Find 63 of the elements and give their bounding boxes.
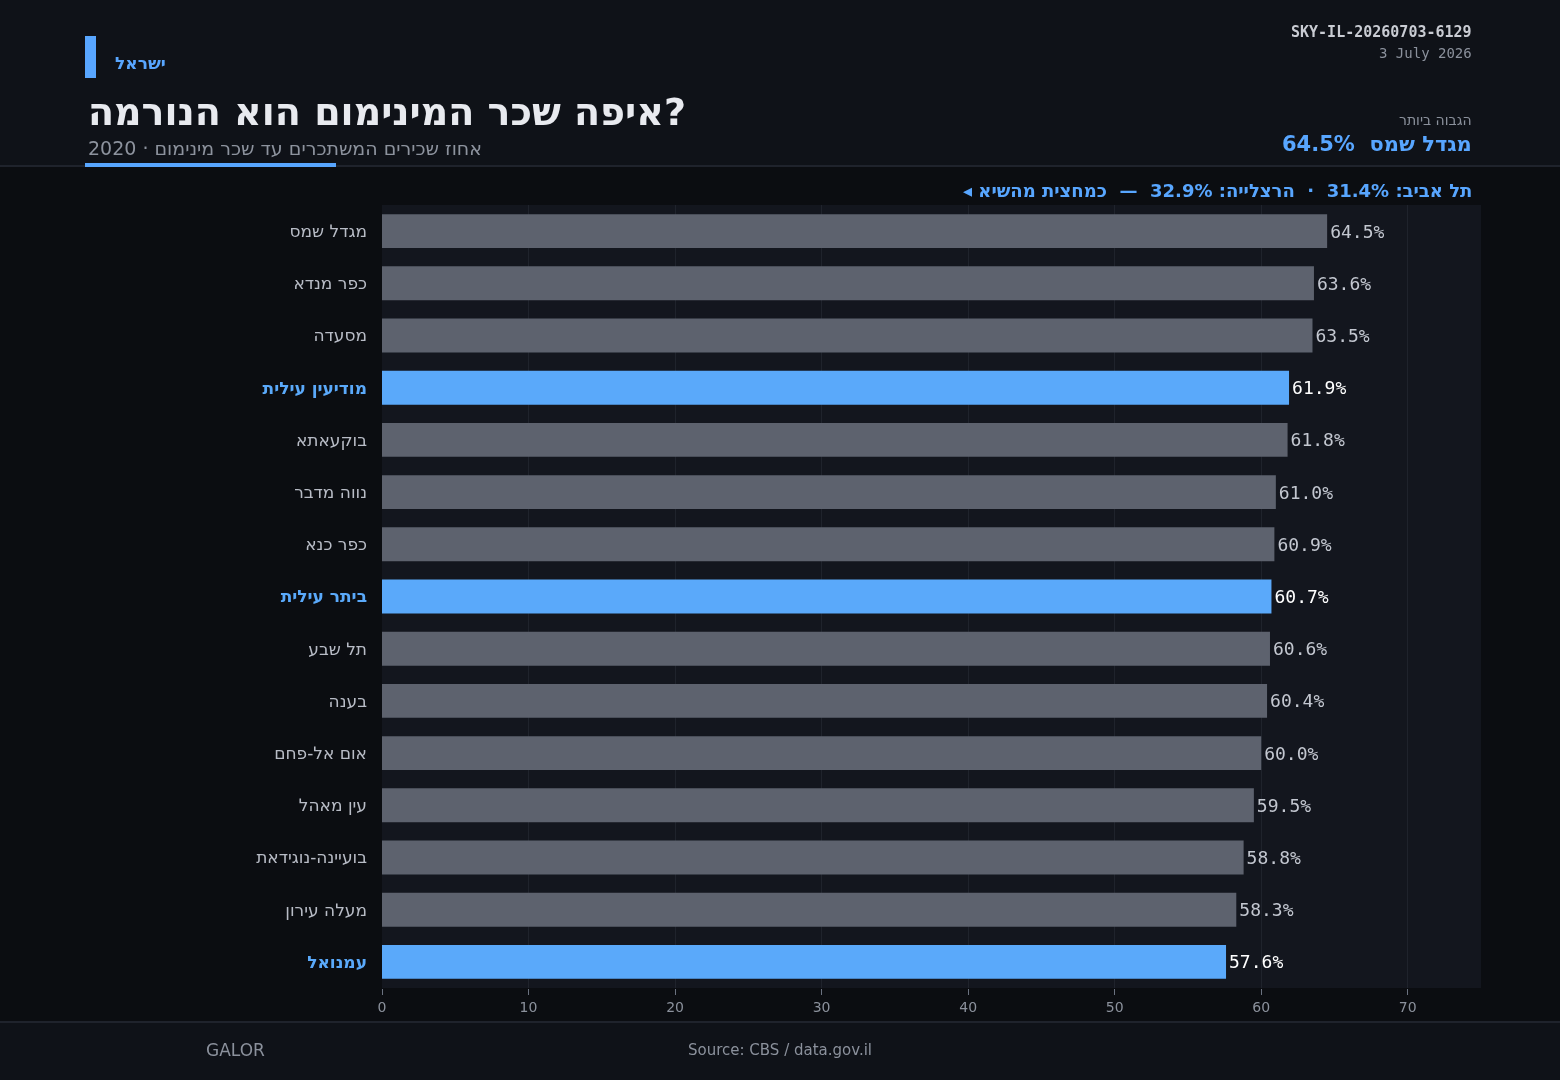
y-tick-label: עמנואל [307,951,367,972]
y-tick-label: מסעדה [313,325,367,346]
y-tick-label: בועיינה-נוגידאת [256,847,368,868]
bar [382,527,1275,562]
text: ישראל [115,53,166,73]
x-tick-label: 0 [377,998,387,1015]
text: SKY-IL-20260703-6129 [1291,23,1472,41]
bar [382,944,1227,979]
x-tick-label: 50 [1105,998,1124,1015]
x-tick-label: 60 [1252,998,1271,1015]
y-tick-label: מגדל שמס [289,221,367,242]
bar [382,683,1268,718]
bar [382,214,1328,249]
y-tick-label: מודיעין עילית [262,377,367,398]
data-label: 58.3% [1239,899,1294,921]
data-label: 57.6% [1229,951,1284,973]
data-label: 61.8% [1290,429,1345,451]
text: מגדל שמס 64.5% [1282,132,1472,156]
text: הגבוה ביותר [1399,112,1472,128]
bar [382,370,1290,405]
data-label: 58.8% [1246,847,1301,869]
y-tick-label: ביתר עילית [280,586,367,607]
bar [382,422,1288,457]
y-tick-label: כפר מנדא [293,273,367,294]
bar [382,318,1313,353]
y-tick-label: בענה [328,690,368,711]
data-label: 60.9% [1277,533,1332,555]
bar [382,840,1244,875]
text: ◂ תל אביב: 31.4% · הרצלייה: 32.9% — כמחצית מהשיא [963,180,1473,201]
x-tick-label: 20 [666,998,684,1015]
data-label: 63.5% [1315,325,1370,347]
source-note: Source: CBS / data.gov.il [688,1041,873,1059]
bar [382,266,1314,301]
bar [382,892,1237,927]
data-label: 60.6% [1272,638,1328,660]
data-label: 63.6% [1316,272,1372,294]
data-label: 64.5% [1330,220,1385,242]
bar [382,631,1270,666]
x-tick-label: 10 [519,998,538,1015]
x-tick-label: 40 [959,998,978,1015]
text: 3 July 2026 [1379,45,1472,61]
y-tick-label: בוקעאתא [295,429,368,450]
y-tick-label: אום אל-פחם [274,743,367,764]
bar [382,788,1254,823]
y-tick-label: כפר כנא [305,534,367,555]
text: GALOR [206,1040,266,1060]
y-tick-label: נווה מדבר [294,482,367,503]
chart-subtitle: אחוז שכירים המשתכרים עד שכר מינימום · 2020 [88,137,482,159]
bar [382,579,1272,614]
y-tick-label: עין מאהל [298,795,367,816]
data-label: 60.0% [1264,742,1319,764]
data-label: 59.5% [1256,794,1312,816]
bar [382,475,1276,510]
data-label: 60.7% [1274,586,1329,608]
data-label: 61.9% [1292,377,1347,399]
data-label: 61.0% [1278,481,1334,503]
y-tick-label: תל שבע [308,638,367,659]
y-tick-label: מעלה עירון [285,899,367,920]
x-tick-label: 70 [1398,998,1417,1015]
chart-title: איפה שכר המינימום הוא הנורמה? [88,90,687,134]
data-label: 60.4% [1270,690,1325,712]
bar [382,736,1262,771]
x-tick-label: 30 [812,998,831,1015]
